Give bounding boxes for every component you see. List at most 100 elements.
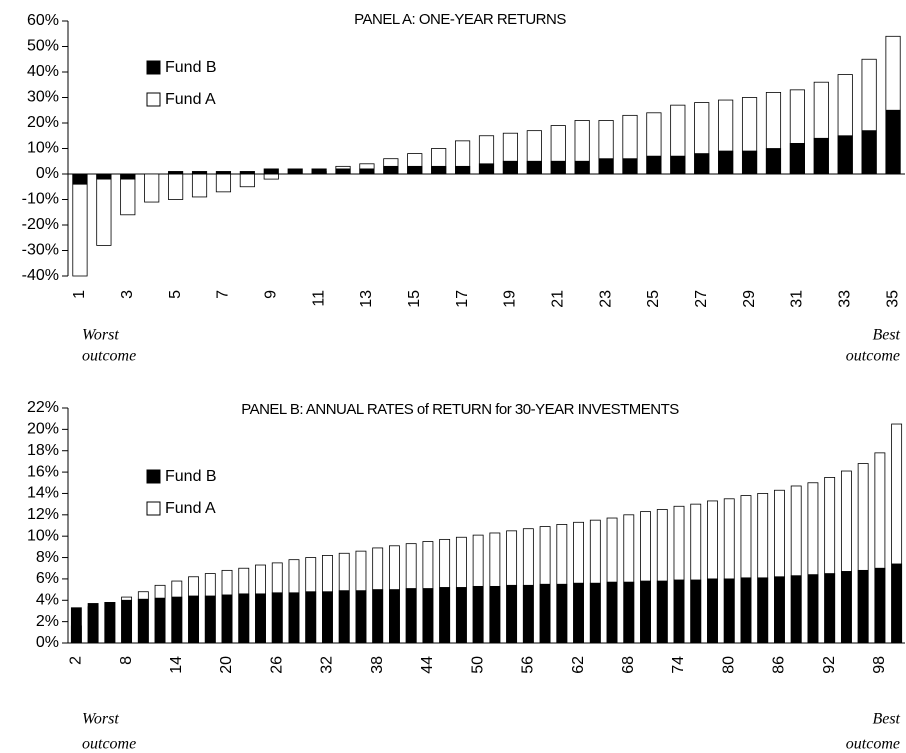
- bar: [857, 569, 869, 644]
- y-tick-label: 4%: [36, 591, 59, 608]
- note-right: Best: [872, 711, 900, 728]
- legend-swatch: [146, 60, 161, 75]
- x-tick-label: 26: [268, 656, 285, 674]
- bar: [573, 582, 584, 644]
- note-left: Worst: [82, 711, 119, 728]
- bar: [891, 563, 903, 644]
- y-tick-label: 60%: [27, 12, 59, 29]
- bar: [673, 579, 685, 644]
- bar: [96, 173, 112, 180]
- bar: [455, 165, 471, 175]
- x-tick-label: 44: [419, 656, 436, 674]
- y-tick-label: 10%: [27, 527, 59, 544]
- note-right: outcome: [846, 348, 900, 365]
- x-tick-label: 25: [645, 290, 662, 308]
- y-tick-label: 20%: [27, 114, 59, 131]
- y-tick-label: 0%: [36, 165, 59, 182]
- bar: [322, 591, 333, 644]
- bar: [813, 137, 829, 175]
- y-tick-label: 16%: [27, 463, 59, 480]
- note-left: outcome: [82, 736, 136, 753]
- bar: [287, 168, 303, 175]
- y-tick-label: 6%: [36, 570, 59, 587]
- x-tick-label: 14: [168, 656, 185, 674]
- bar: [389, 589, 400, 644]
- bar: [271, 592, 283, 644]
- note-left: outcome: [82, 348, 136, 365]
- x-tick-label: 74: [670, 656, 687, 674]
- x-tick-label: 62: [570, 656, 587, 674]
- note-right: outcome: [846, 736, 900, 753]
- legend-label: Fund A: [165, 91, 216, 108]
- x-tick-label: 32: [319, 656, 336, 674]
- bar: [120, 173, 136, 180]
- legend-label: Fund B: [165, 59, 217, 76]
- bar: [522, 584, 534, 644]
- x-tick-label: 13: [358, 290, 375, 308]
- y-tick-label: 30%: [27, 89, 59, 106]
- bar: [239, 171, 255, 175]
- bar: [87, 603, 99, 644]
- bar: [694, 153, 710, 175]
- bar: [144, 173, 160, 203]
- bar: [335, 168, 351, 175]
- bar: [837, 135, 853, 175]
- x-tick-label: 27: [693, 290, 710, 308]
- x-tick-label: 7: [215, 290, 232, 299]
- bar: [640, 580, 651, 644]
- bar: [790, 575, 802, 644]
- bar: [718, 150, 734, 175]
- bar: [741, 150, 758, 175]
- legend-label: Fund B: [165, 468, 217, 485]
- bar: [255, 593, 266, 644]
- y-tick-label: -10%: [22, 191, 59, 208]
- bar: [526, 160, 542, 175]
- bar: [407, 165, 423, 175]
- bar: [263, 173, 279, 180]
- bar: [239, 173, 255, 188]
- bar: [288, 592, 300, 644]
- bar: [104, 602, 116, 644]
- legend-swatch: [146, 501, 161, 516]
- bar: [656, 580, 668, 644]
- chart-title: PANEL A: ONE-YEAR RETURNS: [354, 11, 566, 28]
- legend-swatch: [146, 469, 161, 484]
- x-tick-label: 2: [68, 656, 85, 665]
- bar: [120, 173, 136, 216]
- bar: [807, 574, 819, 644]
- x-tick-label: 21: [549, 290, 566, 308]
- bar: [204, 595, 216, 644]
- x-tick-label: 68: [620, 656, 637, 674]
- x-tick-label: 17: [454, 290, 471, 308]
- y-tick-label: 10%: [27, 140, 59, 157]
- note-right: Best: [872, 327, 900, 344]
- bar: [305, 591, 317, 644]
- bar: [840, 571, 852, 644]
- bar: [774, 576, 785, 644]
- y-tick-label: 0%: [36, 634, 59, 651]
- bar: [478, 163, 495, 175]
- bar: [502, 160, 518, 175]
- bar: [355, 590, 367, 644]
- bar: [623, 581, 635, 644]
- y-tick-label: 18%: [27, 442, 59, 459]
- bar: [215, 171, 232, 175]
- x-tick-label: 38: [369, 656, 386, 674]
- bar: [154, 597, 166, 644]
- x-tick-label: 20: [218, 656, 235, 674]
- x-tick-label: 50: [469, 656, 486, 674]
- bar: [70, 607, 82, 644]
- y-tick-label: 2%: [36, 613, 59, 630]
- bar: [622, 158, 638, 175]
- y-tick-label: 20%: [27, 421, 59, 438]
- bar: [72, 173, 88, 277]
- x-tick-label: 9: [262, 290, 279, 299]
- bar: [550, 160, 566, 175]
- bar: [885, 109, 901, 175]
- legend-swatch: [146, 92, 161, 107]
- bar: [439, 587, 451, 644]
- y-tick-label: -20%: [22, 216, 59, 233]
- bar: [311, 168, 327, 175]
- x-tick-label: 15: [406, 290, 423, 308]
- bar: [137, 598, 149, 644]
